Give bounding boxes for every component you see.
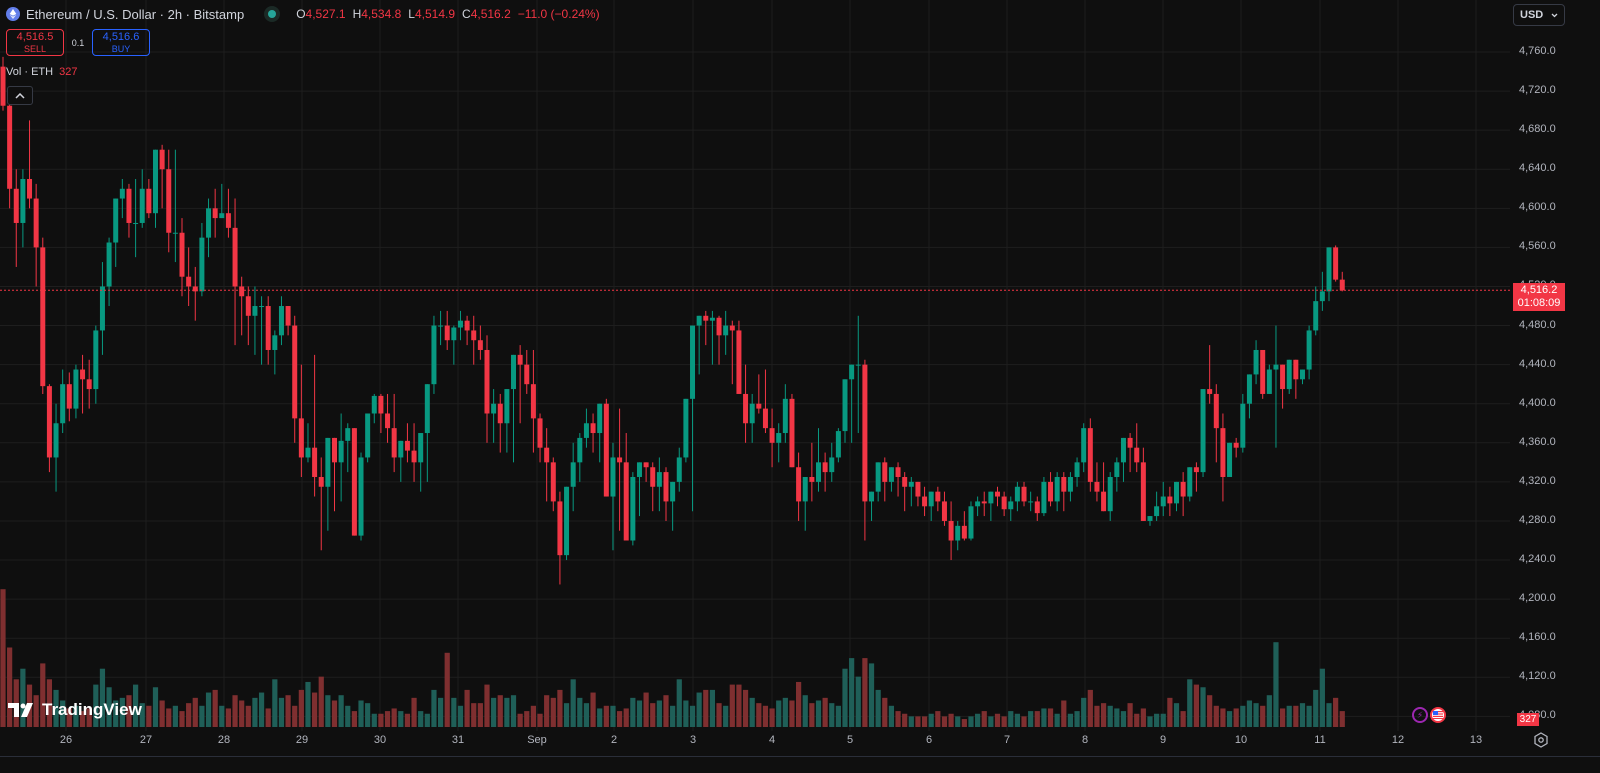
price-tick-label: 4,560.0 bbox=[1519, 240, 1556, 253]
spread-value: 0.1 bbox=[71, 37, 85, 48]
currency-selector[interactable]: USD bbox=[1513, 4, 1565, 26]
last-price-tag: 4,516.2 01:08:09 bbox=[1513, 283, 1565, 311]
market-status-icon[interactable] bbox=[264, 6, 281, 22]
price-tick-label: 4,720.0 bbox=[1519, 84, 1556, 97]
collapse-legend-button[interactable] bbox=[7, 86, 33, 105]
price-chart-canvas[interactable] bbox=[0, 0, 1510, 731]
price-tick-label: 4,760.0 bbox=[1519, 45, 1556, 57]
chevron-up-icon bbox=[15, 92, 25, 99]
price-tick-label: 4,680.0 bbox=[1519, 123, 1556, 136]
lightning-event-icon[interactable]: ⚡ bbox=[1412, 707, 1428, 723]
time-tick-label: 5 bbox=[846, 734, 854, 746]
price-tick-label: 4,160.0 bbox=[1519, 631, 1556, 644]
time-tick-label: 2 bbox=[610, 734, 618, 746]
time-tick-label: 4 bbox=[768, 734, 776, 746]
price-tick-label: 4,360.0 bbox=[1519, 435, 1556, 448]
time-tick-label: Sep bbox=[527, 734, 547, 746]
chart-events: ⚡ bbox=[1412, 707, 1446, 723]
price-tick-label: 4,400.0 bbox=[1519, 396, 1556, 409]
time-tick-label: 12 bbox=[1391, 734, 1405, 746]
time-tick-label: 9 bbox=[1159, 734, 1167, 746]
symbol-legend[interactable]: Ethereum / U.S. Dollar · 2h · Bitstamp O… bbox=[6, 6, 600, 22]
time-tick-label: 28 bbox=[217, 734, 231, 746]
price-tick-label: 4,600.0 bbox=[1519, 201, 1556, 214]
time-tick-label: 29 bbox=[295, 734, 309, 746]
time-tick-label: 6 bbox=[925, 734, 933, 746]
price-tick-label: 4,200.0 bbox=[1519, 592, 1556, 605]
price-tick-label: 4,120.0 bbox=[1519, 670, 1556, 683]
time-tick-label: 3 bbox=[689, 734, 697, 746]
tradingview-logo[interactable]: TradingView bbox=[8, 700, 142, 720]
price-tick-label: 4,240.0 bbox=[1519, 553, 1556, 566]
sell-button[interactable]: 4,516.5 SELL bbox=[6, 29, 64, 56]
price-tick-label: 4,440.0 bbox=[1519, 357, 1556, 370]
chevron-down-icon bbox=[1551, 13, 1558, 17]
price-tick-label: 4,640.0 bbox=[1519, 162, 1556, 175]
time-tick-label: 10 bbox=[1234, 734, 1248, 746]
us-flag-event-icon[interactable] bbox=[1430, 707, 1446, 723]
settings-gear-icon[interactable] bbox=[1533, 732, 1549, 748]
bottom-divider bbox=[0, 756, 1600, 757]
price-tick-label: 4,480.0 bbox=[1519, 318, 1556, 331]
symbol-title[interactable]: Ethereum / U.S. Dollar · 2h · Bitstamp bbox=[26, 6, 245, 22]
time-tick-label: 13 bbox=[1469, 734, 1483, 746]
price-change: −11.0 (−0.24%) bbox=[517, 7, 600, 21]
time-tick-label: 7 bbox=[1003, 734, 1011, 746]
time-tick-label: 26 bbox=[59, 734, 73, 746]
buy-button[interactable]: 4,516.6 BUY bbox=[92, 29, 150, 56]
time-tick-label: 30 bbox=[373, 734, 387, 746]
quick-trade: 4,516.5 SELL 0.1 4,516.6 BUY bbox=[6, 29, 150, 56]
price-tick-label: 4,320.0 bbox=[1519, 474, 1556, 487]
time-tick-label: 8 bbox=[1081, 734, 1089, 746]
time-tick-label: 11 bbox=[1314, 734, 1326, 746]
price-tick-label: 4,280.0 bbox=[1519, 513, 1556, 526]
volume-tag: 327 bbox=[1517, 713, 1539, 726]
ohlc-values: O4,527.1 H4,534.8 L4,514.9 C4,516.2 −11.… bbox=[296, 7, 600, 21]
time-tick-label: 31 bbox=[451, 734, 465, 746]
tradingview-logo-icon bbox=[8, 703, 33, 717]
time-tick-label: 27 bbox=[139, 734, 153, 746]
volume-legend[interactable]: Vol · ETH 327 bbox=[6, 66, 78, 78]
ethereum-icon bbox=[6, 7, 20, 21]
